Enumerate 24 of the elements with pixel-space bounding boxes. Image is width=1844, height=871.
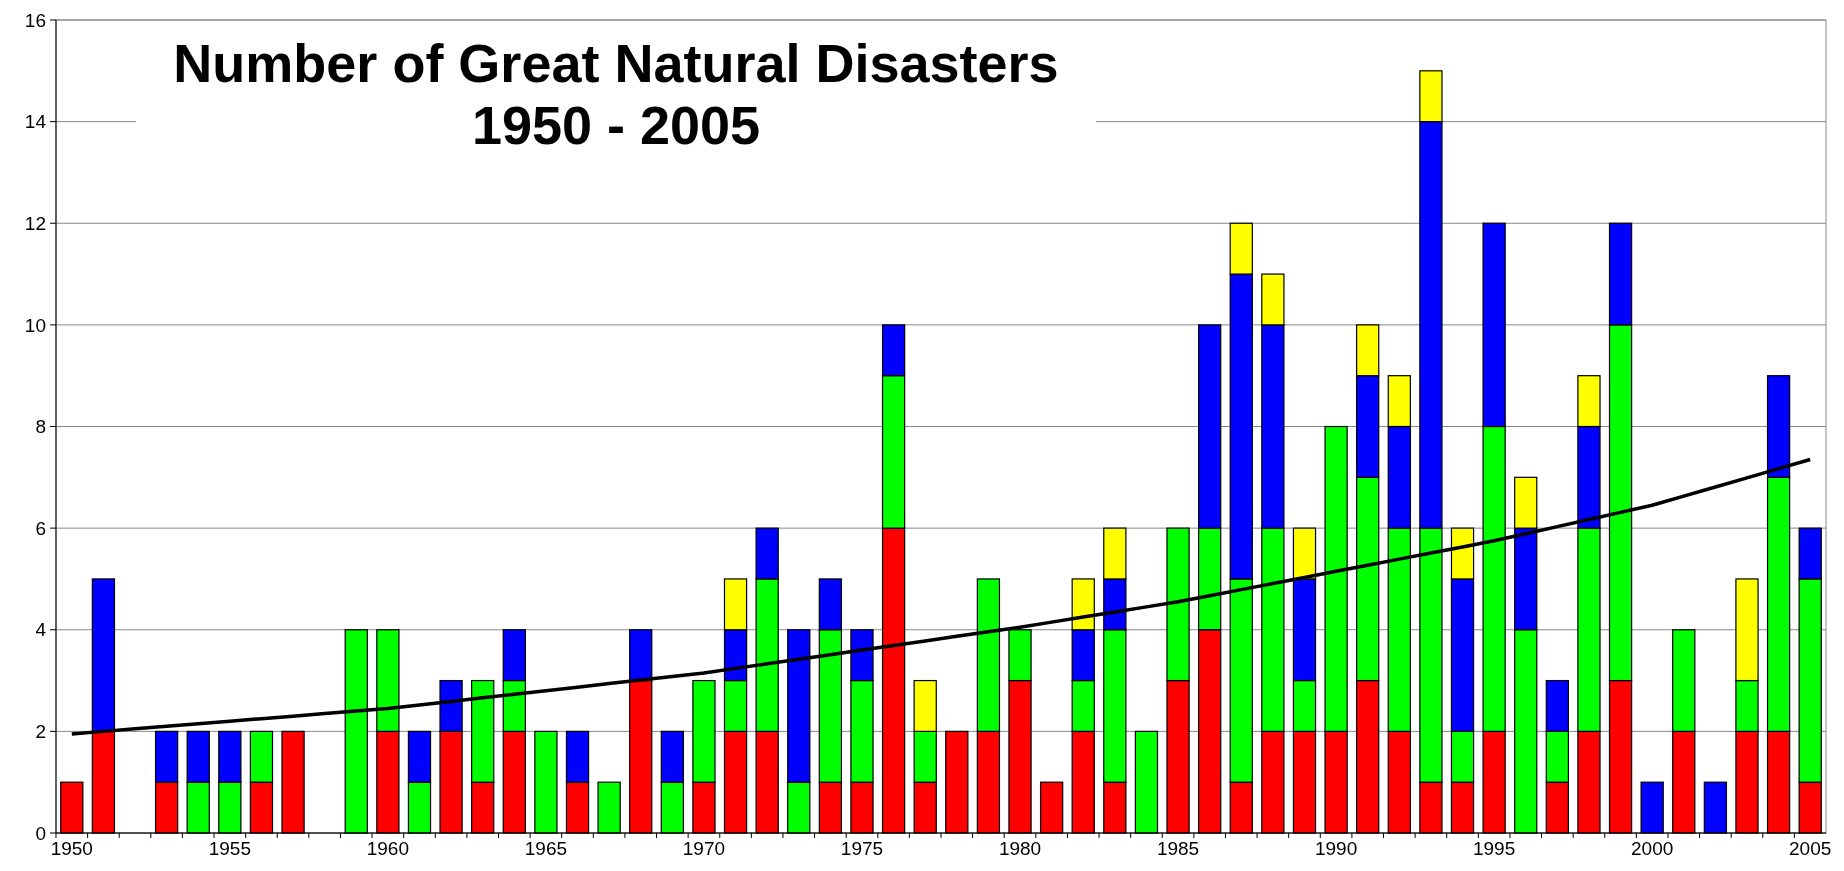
y-tick-label: 12	[24, 212, 46, 234]
x-tick-label: 1975	[840, 838, 884, 859]
x-tick-label: 1955	[208, 838, 251, 859]
x-tick-label: 1960	[366, 838, 410, 859]
x-tick-label: 2000	[1631, 838, 1674, 859]
y-tick-label: 2	[35, 721, 46, 743]
x-tick-label: 1990	[1314, 838, 1358, 859]
x-tick-label: 1950	[50, 838, 93, 859]
y-tick-label: 4	[35, 619, 47, 641]
y-tick-label: 0	[35, 822, 46, 844]
bar	[629, 629, 653, 682]
x-tick-label: 1995	[1472, 838, 1516, 859]
bar	[91, 578, 116, 732]
x-tick-label: 2005	[1789, 838, 1832, 859]
y-tick-label: 14	[24, 111, 47, 133]
x-tick-label: 1970	[682, 838, 726, 859]
x-tick-label: 1980	[998, 838, 1042, 859]
x-tick-label: 1985	[1156, 838, 1200, 859]
x-tick-label: 1965	[524, 838, 568, 859]
y-tick-label: 8	[35, 416, 46, 438]
y-tick-label: 10	[24, 314, 46, 336]
y-tick-label: 16	[24, 9, 46, 31]
y-tick-label: 6	[35, 517, 46, 539]
text: Number of Great Natural Disasters 1950 - 2005	[173, 33, 1059, 155]
